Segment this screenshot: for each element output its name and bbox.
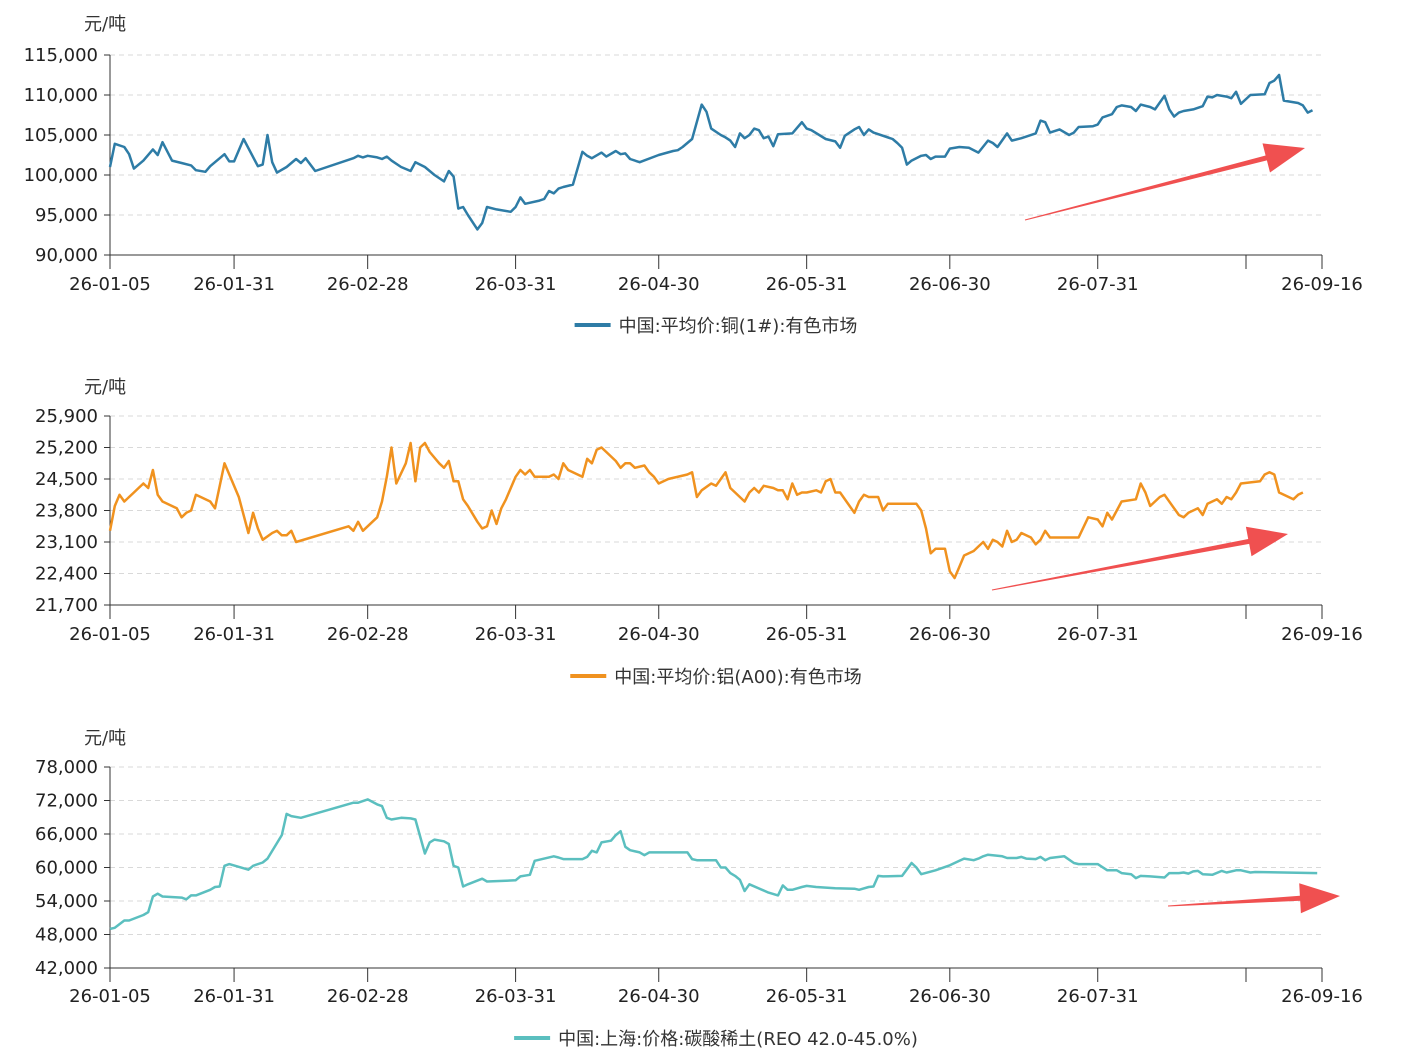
y-tick-label: 22,400 (35, 564, 98, 585)
x-tick-label: 26-01-31 (193, 624, 275, 645)
x-tick-label: 26-07-31 (1057, 986, 1139, 1007)
trend-arrow (991, 526, 1288, 591)
x-tick-label: 26-07-31 (1057, 274, 1139, 295)
y-unit-label: 元/吨 (84, 377, 126, 398)
x-tick-label: 26-04-30 (618, 624, 700, 645)
y-tick-label: 60,000 (35, 858, 98, 879)
y-tick-label: 72,000 (35, 791, 98, 812)
y-tick-label: 25,200 (35, 438, 98, 459)
x-tick-label: 26-02-28 (327, 624, 409, 645)
y-tick-label: 25,900 (35, 406, 98, 427)
x-tick-label: 26-01-05 (69, 624, 151, 645)
y-tick-label: 23,100 (35, 532, 98, 553)
series-line (108, 441, 1304, 580)
legend-label: 中国:平均价:铜(1#):有色市场 (619, 316, 858, 337)
series-line (108, 73, 1314, 231)
x-tick-label: 26-02-28 (327, 986, 409, 1007)
y-unit-label: 元/吨 (84, 728, 126, 749)
legend-label: 中国:上海:价格:碳酸稀土(REO 42.0-45.0%) (558, 1029, 918, 1050)
y-tick-label: 54,000 (35, 891, 98, 912)
y-unit-label: 元/吨 (84, 14, 126, 35)
x-tick-label: 26-01-31 (193, 274, 275, 295)
y-tick-label: 110,000 (24, 85, 98, 106)
y-tick-label: 115,000 (24, 45, 98, 66)
y-tick-label: 105,000 (24, 125, 98, 146)
y-tick-label: 21,700 (35, 595, 98, 616)
x-tick-label: 26-09-16 (1281, 624, 1363, 645)
legend[interactable]: 中国:上海:价格:碳酸稀土(REO 42.0-45.0%) (514, 1029, 918, 1050)
y-tick-label: 95,000 (35, 205, 98, 226)
x-tick-label: 26-03-31 (475, 986, 557, 1007)
y-tick-label: 48,000 (35, 925, 98, 946)
y-tick-label: 100,000 (24, 165, 98, 186)
x-tick-label: 26-06-30 (909, 274, 991, 295)
legend-label: 中国:平均价:铝(A00):有色市场 (614, 667, 861, 688)
chart-panel-2: 元/吨 21,700 22,400 23,100 23,800 24,500 25,200 2… (35, 377, 1363, 688)
x-tick-label: 26-01-05 (69, 274, 151, 295)
x-tick-label: 26-06-30 (909, 624, 991, 645)
chart-panel-3: 元/吨 42,000 48,000 54,000 60,000 66,000 72,000 7… (35, 728, 1363, 1050)
x-tick-label: 26-06-30 (909, 986, 991, 1007)
legend[interactable]: 中国:平均价:铝(A00):有色市场 (570, 667, 862, 688)
trend-arrow (1024, 143, 1305, 221)
chart-panel-1: 元/吨 90,000 95,000 100,000 105,000 110,000 115,… (24, 14, 1363, 337)
y-tick-label: 23,800 (35, 501, 98, 522)
y-tick-label: 90,000 (35, 245, 98, 266)
x-tick-label: 26-04-30 (618, 274, 700, 295)
x-tick-label: 26-05-31 (766, 986, 848, 1007)
x-tick-label: 26-09-16 (1281, 274, 1363, 295)
trend-arrow (1168, 883, 1340, 914)
x-tick-label: 26-03-31 (475, 624, 557, 645)
series-line (109, 798, 1318, 931)
x-tick-label: 26-04-30 (618, 986, 700, 1007)
y-tick-label: 42,000 (35, 958, 98, 979)
y-tick-label: 24,500 (35, 469, 98, 490)
x-tick-label: 26-09-16 (1281, 986, 1363, 1007)
y-tick-label: 66,000 (35, 824, 98, 845)
x-tick-label: 26-07-31 (1057, 624, 1139, 645)
y-tick-label: 78,000 (35, 757, 98, 778)
x-tick-label: 26-02-28 (327, 274, 409, 295)
x-tick-label: 26-03-31 (475, 274, 557, 295)
x-tick-label: 26-05-31 (766, 274, 848, 295)
x-tick-label: 26-01-31 (193, 986, 275, 1007)
x-tick-label: 26-01-05 (69, 986, 151, 1007)
x-tick-label: 26-05-31 (766, 624, 848, 645)
legend[interactable]: 中国:平均价:铜(1#):有色市场 (574, 316, 858, 337)
